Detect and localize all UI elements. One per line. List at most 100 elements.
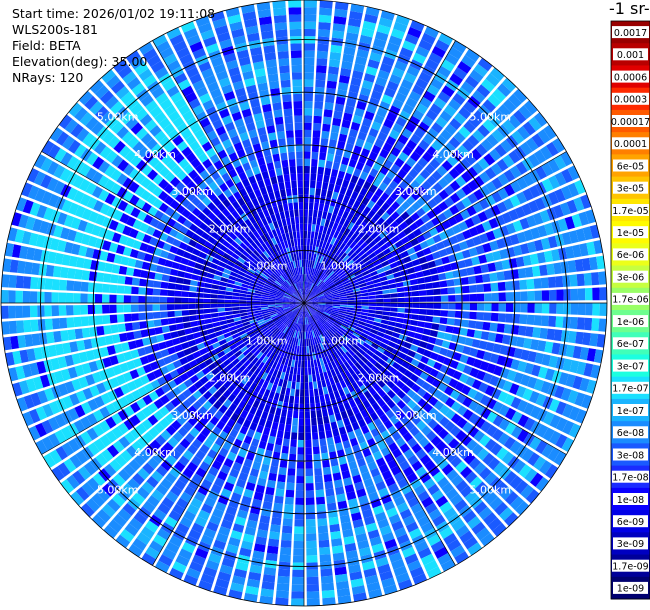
field-cell <box>160 478 173 490</box>
field-cell <box>337 170 346 180</box>
field-cell <box>448 46 463 60</box>
field-cell <box>352 519 364 529</box>
field-cell <box>155 560 170 573</box>
field-cell <box>291 598 304 606</box>
field-cell <box>166 59 181 72</box>
field-cell <box>236 432 246 442</box>
field-cell <box>536 424 549 438</box>
field-cell <box>345 312 354 316</box>
field-cell <box>330 213 337 222</box>
field-cell <box>401 128 413 139</box>
field-cell <box>282 264 288 272</box>
field-cell <box>178 241 188 251</box>
field-cell <box>73 293 81 303</box>
field-cell <box>140 94 154 107</box>
field-cell <box>147 169 158 181</box>
field-cell <box>212 321 221 328</box>
field-cell <box>274 22 288 31</box>
field-cell <box>519 279 528 290</box>
field-cell <box>351 224 359 233</box>
field-cell <box>142 363 153 374</box>
field-cell <box>313 453 321 462</box>
field-cell <box>469 303 478 311</box>
field-cell <box>191 196 201 207</box>
field-cell <box>417 121 430 133</box>
field-cell <box>304 331 306 340</box>
field-cell <box>253 543 266 553</box>
field-cell <box>261 310 270 315</box>
field-cell <box>36 204 48 219</box>
field-cell <box>228 244 237 253</box>
field-cell <box>410 478 422 490</box>
field-cell <box>236 245 245 254</box>
field-cell <box>486 411 498 423</box>
field-cell <box>260 226 268 235</box>
field-cell <box>153 398 164 409</box>
field-cell <box>305 468 314 477</box>
field-cell <box>135 108 148 121</box>
field-cell <box>575 228 586 242</box>
field-cell <box>275 306 283 309</box>
field-cell <box>304 14 317 22</box>
field-cell <box>247 268 256 275</box>
field-cell <box>321 273 327 281</box>
field-cell <box>445 397 456 408</box>
field-cell <box>326 269 333 276</box>
field-cell <box>317 280 324 287</box>
field-cell <box>24 334 34 347</box>
field-cell <box>109 377 120 389</box>
field-cell <box>289 231 294 240</box>
field-cell <box>408 115 421 127</box>
field-cell <box>371 342 379 350</box>
field-cell <box>351 282 359 287</box>
field-cell <box>329 377 335 386</box>
field-cell <box>304 86 314 94</box>
field-cell <box>381 577 396 588</box>
field-cell <box>310 173 317 181</box>
field-cell <box>308 209 313 217</box>
field-cell <box>213 400 223 410</box>
field-cell <box>248 285 256 290</box>
field-cell <box>389 261 398 269</box>
field-cell <box>159 417 170 429</box>
field-cell <box>59 168 72 182</box>
field-cell <box>365 484 377 495</box>
field-cell <box>559 202 571 216</box>
field-cell <box>226 97 238 108</box>
field-cell <box>419 472 432 484</box>
field-cell <box>331 293 340 297</box>
field-cell <box>331 124 340 134</box>
field-cell <box>223 332 232 339</box>
field-cell <box>183 163 194 175</box>
field-cell <box>1 290 9 303</box>
field-cell <box>320 283 327 290</box>
field-cell <box>434 152 446 164</box>
field-cell <box>469 293 478 302</box>
field-cell <box>237 373 245 382</box>
field-cell <box>257 370 265 378</box>
field-cell <box>261 346 268 354</box>
field-cell <box>319 317 326 324</box>
field-cell <box>225 315 234 320</box>
field-cell <box>497 173 509 186</box>
field-cell <box>253 213 261 222</box>
field-cell <box>99 90 114 105</box>
field-cell <box>277 331 283 338</box>
field-cell <box>223 512 235 523</box>
field-cell <box>461 196 472 208</box>
field-cell <box>134 185 146 197</box>
field-cell <box>252 399 260 409</box>
field-cell <box>304 194 309 203</box>
field-cell <box>478 506 493 520</box>
field-cell <box>320 138 329 146</box>
field-cell <box>92 424 105 437</box>
field-cell <box>439 110 453 123</box>
field-cell <box>306 289 311 297</box>
field-cell <box>455 175 467 187</box>
field-cell <box>440 295 449 302</box>
field-cell <box>118 436 131 449</box>
field-cell <box>454 499 468 512</box>
field-cell <box>414 509 427 521</box>
field-cell <box>294 291 300 298</box>
field-cell <box>271 458 280 467</box>
